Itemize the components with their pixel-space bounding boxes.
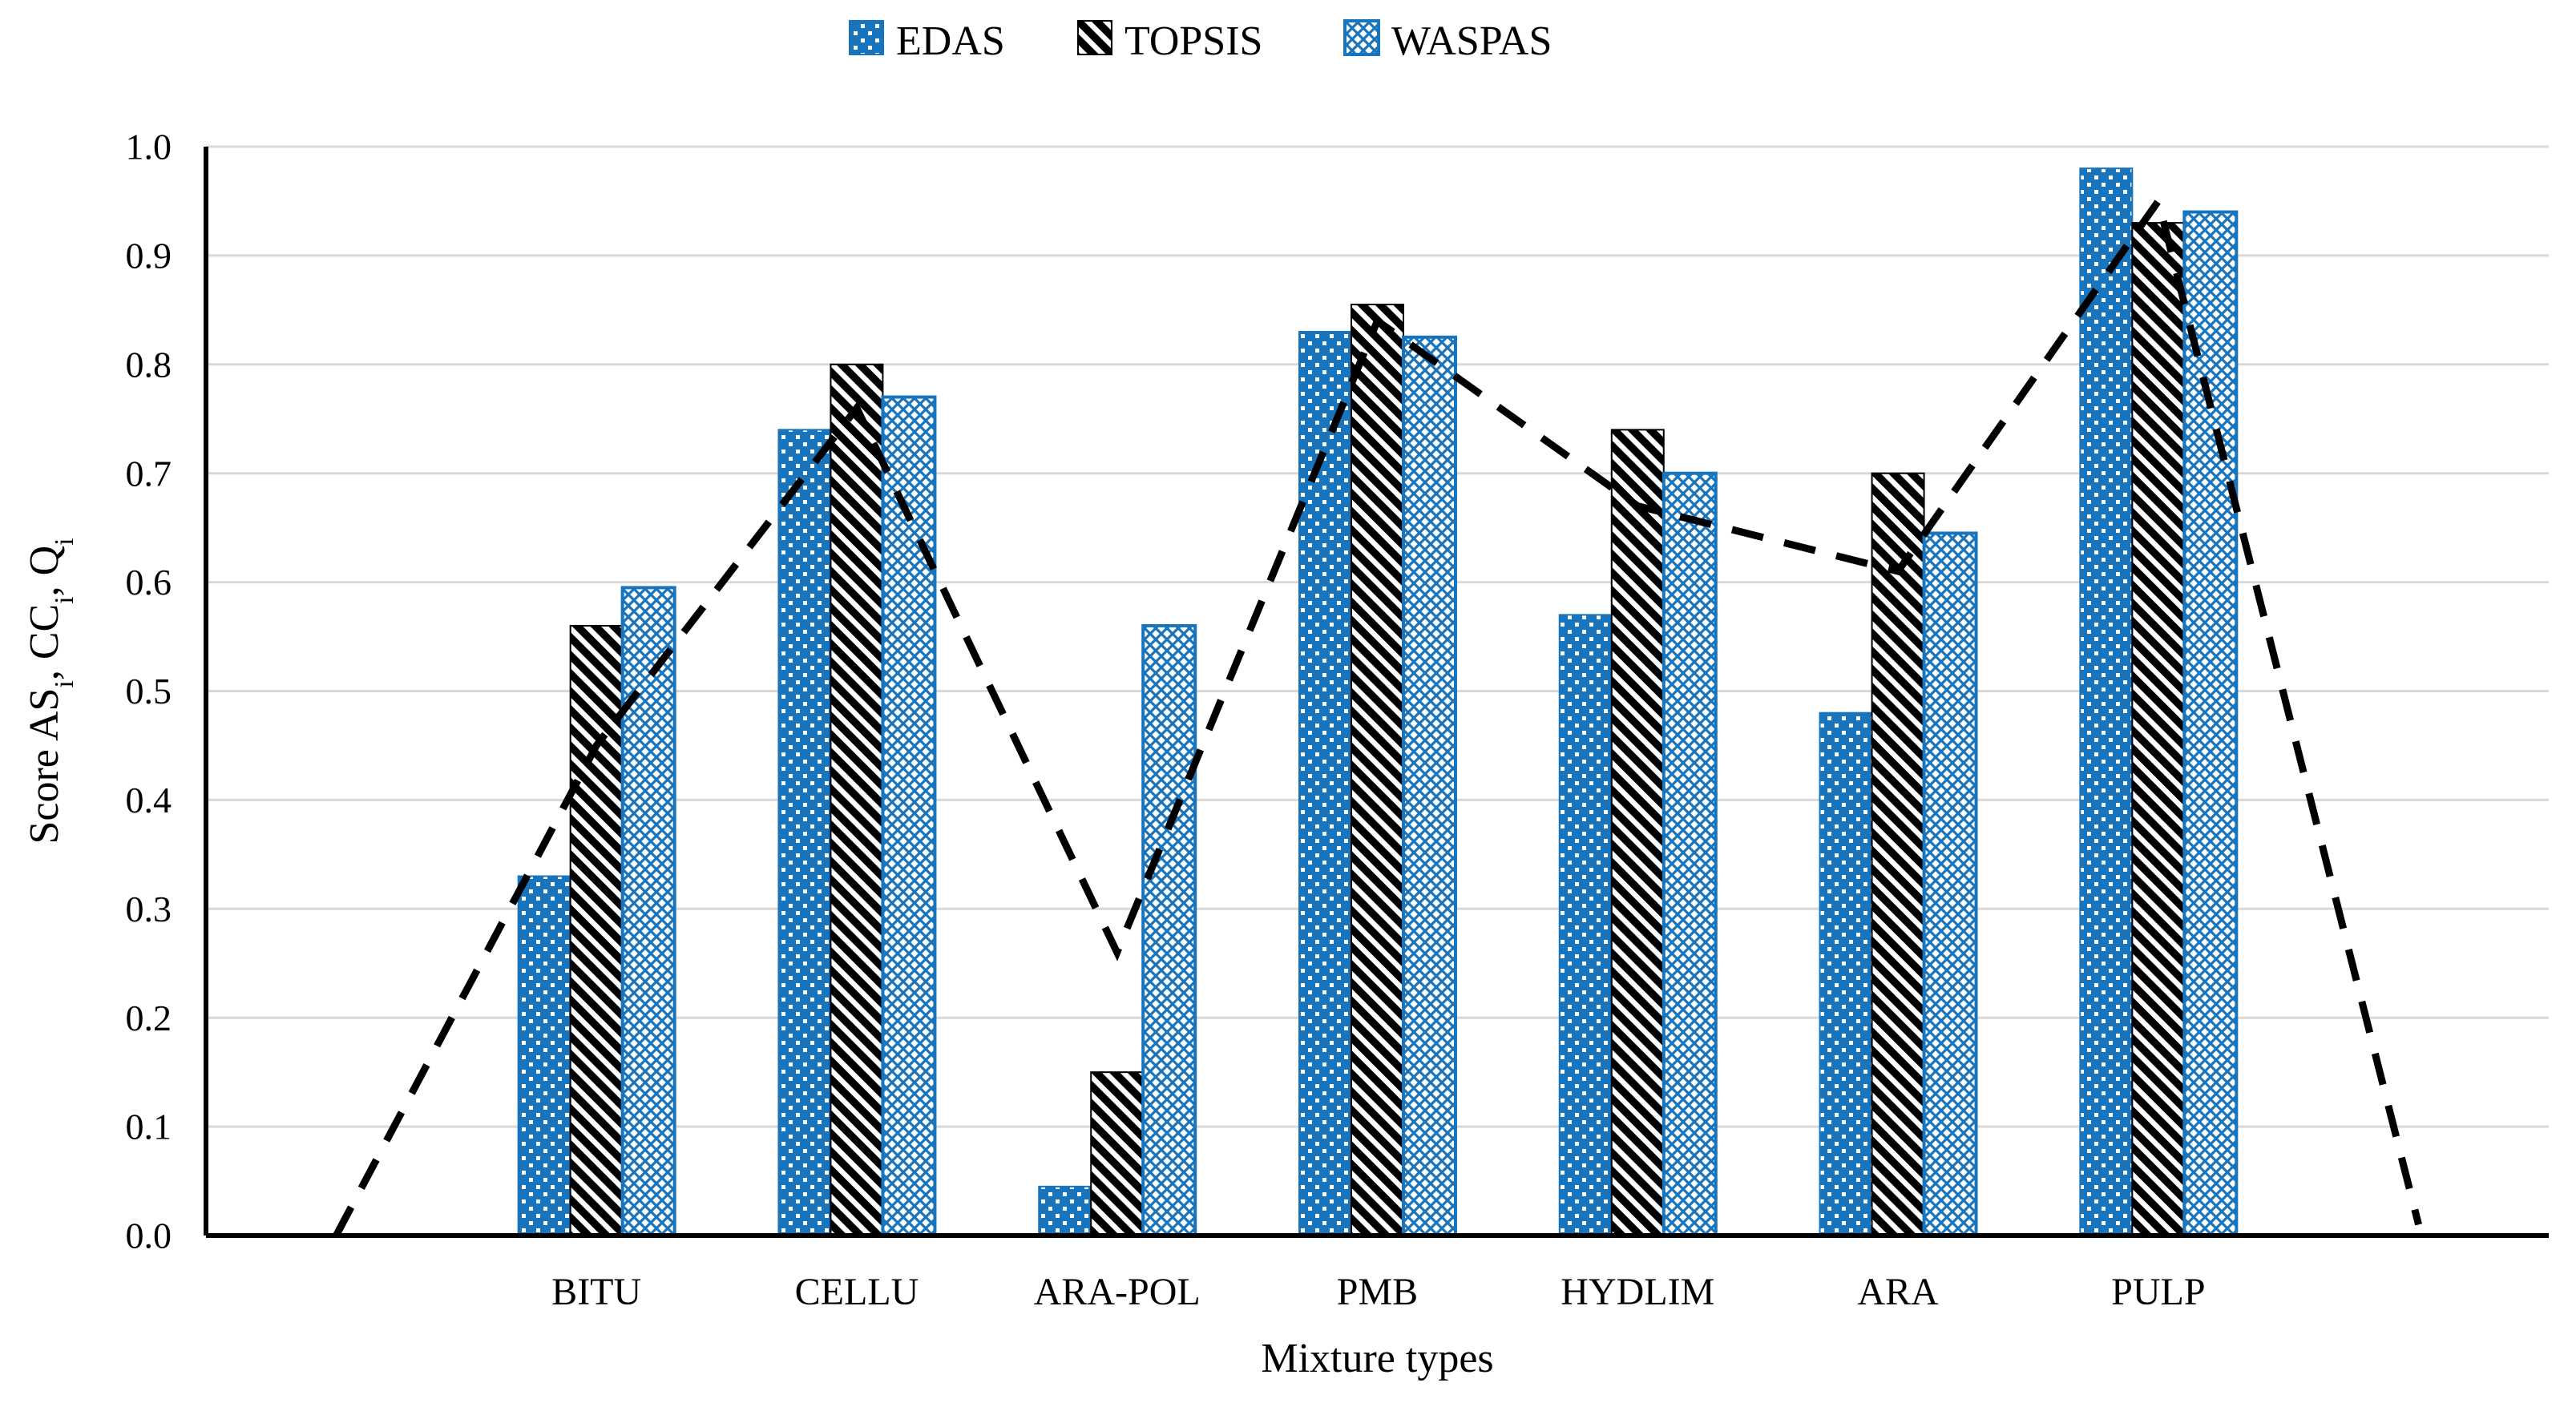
bar-waspas-pmb	[1402, 335, 1457, 1238]
y-axis-title: Score ASi, CCi, Qi	[22, 538, 79, 844]
bar-waspas-ara	[1922, 531, 1978, 1237]
axes-layer	[204, 147, 2549, 1238]
bar-group-cellu	[777, 363, 937, 1238]
y-tick-label-0.4: 0.4	[126, 780, 172, 820]
bar-waspas-pulp	[2182, 210, 2239, 1237]
y-tick-label-1.0: 1.0	[126, 127, 172, 167]
bar-waspas-cellu	[881, 395, 937, 1238]
bar-group-pmb	[1298, 304, 1457, 1238]
legend-label-topsis: TOPSIS	[1124, 18, 1262, 64]
bar-topsis-hydlim	[1610, 429, 1665, 1236]
bar-group-ara	[1819, 472, 1978, 1237]
x-category-label-bitu: BITU	[551, 1271, 641, 1313]
legend-item-topsis: TOPSIS	[1077, 18, 1262, 64]
y-tick-label-0.9: 0.9	[126, 236, 172, 276]
x-category-label-ara: ARA	[1857, 1271, 1939, 1313]
y-tick-label-0.2: 0.2	[126, 998, 172, 1038]
y-tick-label-0.1: 0.1	[126, 1107, 172, 1147]
bar-edas-bitu	[517, 875, 571, 1237]
legend-item-waspas: WASPAS	[1343, 18, 1552, 64]
x-category-label-cellu: CELLU	[795, 1271, 919, 1313]
bar-edas-ara-pol	[1038, 1185, 1092, 1236]
x-category-label-pulp: PULP	[2111, 1271, 2205, 1313]
bar-topsis-cellu	[830, 363, 884, 1236]
x-category-label-pmb: PMB	[1337, 1271, 1418, 1313]
bar-edas-cellu	[777, 429, 832, 1236]
bar-edas-hydlim	[1558, 614, 1613, 1236]
bar-topsis-ara-pol	[1090, 1071, 1145, 1237]
bar-edas-ara	[1819, 712, 1873, 1236]
axis-labels-layer: 0.0 0.1 0.2 0.3 0.4 0.5 0.6 0.7 0.8 0.9 1.0 BITU CEL…	[22, 127, 2206, 1381]
bar-group-ara-pol	[1038, 623, 1197, 1237]
bar-edas-pmb	[1298, 331, 1352, 1236]
bar-topsis-ara	[1871, 472, 1925, 1236]
x-category-label-ara-pol: ARA-POL	[1034, 1271, 1201, 1313]
bar-edas-pulp	[2079, 167, 2134, 1236]
y-tick-label-0.8: 0.8	[126, 344, 172, 385]
y-tick-label-0.7: 0.7	[126, 453, 172, 494]
bar-group-pulp	[2079, 167, 2239, 1237]
bar-waspas-ara-pol	[1141, 623, 1197, 1237]
bar-topsis-pmb	[1351, 304, 1404, 1236]
y-tick-label-0.6: 0.6	[126, 562, 172, 603]
bar-waspas-hydlim	[1661, 471, 1718, 1237]
legend-marker-waspas-icon	[1343, 19, 1380, 56]
legend-label-edas: EDAS	[896, 18, 1005, 64]
legend-marker-topsis-icon	[1077, 20, 1112, 55]
dashed-score-line	[333, 192, 2422, 1238]
legend-label-waspas: WASPAS	[1391, 18, 1552, 64]
legend-item-edas: EDAS	[849, 18, 1005, 64]
bar-group-bitu	[517, 586, 676, 1237]
y-tick-label-0.5: 0.5	[126, 671, 172, 712]
y-tick-label-0.0: 0.0	[126, 1215, 172, 1256]
bar-waspas-bitu	[620, 586, 676, 1237]
bar-topsis-pulp	[2131, 222, 2186, 1236]
y-tick-label-0.3: 0.3	[126, 889, 172, 929]
x-category-label-hydlim: HYDLIM	[1561, 1271, 1714, 1313]
legend: EDAS TOPSIS WASPAS	[849, 18, 1552, 64]
bar-topsis-bitu	[569, 624, 624, 1236]
x-axis-title: Mixture types	[1261, 1336, 1493, 1381]
bar-group-hydlim	[1558, 429, 1718, 1237]
legend-marker-edas-icon	[849, 20, 884, 55]
dashed-line-layer	[333, 192, 2422, 1238]
